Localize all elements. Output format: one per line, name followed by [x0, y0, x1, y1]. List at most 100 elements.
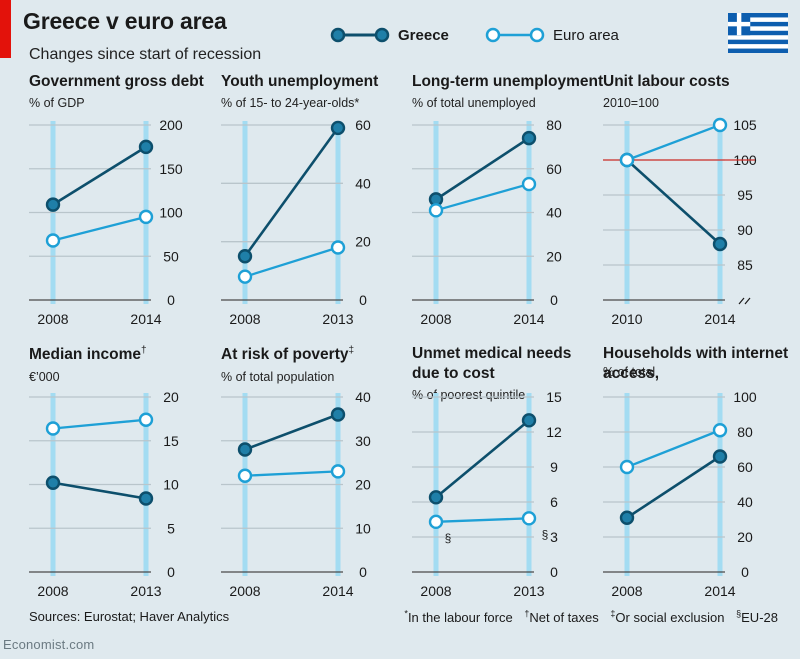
panel-unmet-medical-needs: Unmet medical needs due to cost % of poo… — [412, 345, 592, 607]
y-tick-label: 12 — [546, 424, 562, 440]
footnotes: *In the labour force †Net of taxes ‡Or s… — [396, 609, 778, 625]
plot-area: 0 20 40 60 2008 2013 — [221, 117, 371, 327]
series-line-euro — [52, 215, 147, 242]
y-tick-label: 9 — [550, 459, 558, 475]
series-line-greece — [52, 145, 147, 206]
point-euro-2014 — [138, 209, 154, 225]
point-euro-2008 — [237, 468, 253, 483]
y-tick-label: 60 — [737, 459, 753, 475]
series-line-greece — [52, 481, 147, 500]
point-euro-2013 — [330, 240, 346, 255]
x-tick-label: 2014 — [704, 311, 735, 327]
point-euro-2014 — [712, 423, 728, 438]
y-tick-label: 105 — [733, 117, 757, 133]
footnote-eu28: §EU-28 — [736, 609, 778, 626]
y-tick-label: 85 — [737, 257, 753, 273]
y-tick-label: 10 — [163, 477, 179, 493]
point-greece-2013 — [330, 120, 346, 136]
series-line-greece — [244, 413, 339, 451]
source-note: Sources: Eurostat; Haver Analytics — [29, 609, 230, 624]
y-tick-label: 40 — [737, 494, 753, 510]
point-euro-2008 — [428, 203, 444, 218]
panel-title: At risk of poverty‡ — [221, 345, 355, 364]
legend-euro: Euro area — [485, 24, 619, 46]
panel-title: Youth unemployment — [221, 73, 379, 90]
panel-title-line2: access, % of total — [603, 365, 660, 382]
series-line-euro — [435, 182, 530, 212]
x-tick-label: 2014 — [130, 311, 161, 327]
y-tick-label: 5 — [167, 520, 175, 536]
y-tick-label: 0 — [167, 292, 175, 308]
x-tick-label: 2014 — [513, 311, 544, 327]
panel-title: Long-term unemployment — [412, 73, 604, 90]
y-tick-label: 60 — [355, 117, 371, 133]
point-euro-2008 — [237, 269, 253, 284]
series-line-euro — [244, 246, 339, 278]
greek-flag-icon — [728, 13, 788, 53]
point-greece-2013 — [521, 413, 537, 428]
legend-greece-label: Greece — [398, 26, 449, 44]
y-tick-label: 80 — [546, 117, 562, 133]
y-tick-label: 60 — [546, 161, 562, 177]
chart-subtitle: Changes since start of recession — [29, 46, 262, 63]
point-greece-2008 — [237, 442, 253, 457]
point-euro-2008 — [619, 459, 635, 475]
panel-subtitle: % of poorest quintile — [412, 388, 526, 402]
accent-bar — [0, 0, 11, 58]
x-tick-label: 2014 — [704, 583, 735, 599]
y-tick-label: 0 — [550, 292, 558, 308]
series-line-euro — [435, 517, 530, 523]
panel-subtitle: % of GDP — [29, 96, 85, 110]
y-tick-label: 15 — [163, 433, 179, 449]
panel-government-debt: Government gross debt % of GDP 0 50 100 150… — [29, 73, 209, 335]
chart-title: Greece v euro area — [23, 8, 227, 34]
panel-title: Unit labour costs — [603, 73, 730, 90]
footnote-labour-force: *In the labour force — [404, 609, 513, 626]
y-tick-label: 3 — [550, 529, 558, 545]
y-tick-label: 30 — [355, 433, 371, 449]
panel-median-income: Median income† €’000 0 5 10 15 20 2008 2013 — [29, 345, 209, 607]
plot-area: 0 3 6 9 12 15 2008 2013 § § — [412, 389, 562, 599]
point-euro-2008 — [45, 233, 61, 248]
panel-subtitle: % of 15- to 24-year-olds* — [221, 96, 360, 110]
y-tick-label: 40 — [355, 389, 371, 405]
y-tick-label: 20 — [355, 477, 371, 493]
y-tick-label: 100 — [159, 205, 183, 221]
y-tick-label: 0 — [359, 292, 367, 308]
panel-title: Median income† — [29, 345, 147, 364]
y-tick-label: 20 — [355, 234, 371, 250]
y-tick-label: 0 — [167, 564, 175, 580]
y-tick-label: 50 — [163, 248, 179, 264]
panel-subtitle: % of total unemployed — [412, 96, 536, 110]
panel-subtitle: €’000 — [29, 370, 60, 384]
legend-euro-swatch — [485, 27, 545, 43]
series-line-euro — [626, 123, 721, 162]
x-tick-label: 2008 — [37, 311, 68, 327]
y-tick-label: 15 — [546, 389, 562, 405]
footnote-net-taxes: †Net of taxes — [524, 609, 599, 626]
x-tick-label: 2013 — [130, 583, 161, 599]
footnote-social-exclusion: ‡Or social exclusion — [610, 609, 725, 626]
y-tick-label: 200 — [159, 117, 183, 133]
plot-area: 0 10 20 30 40 2008 2014 — [221, 389, 371, 599]
x-tick-label: 2008 — [229, 311, 260, 327]
panel-subtitle: % of total population — [221, 370, 335, 384]
point-greece-2008 — [237, 249, 253, 264]
point-euro-2014 — [712, 117, 728, 133]
panel-title-line2: due to cost — [412, 365, 495, 382]
point-greece-2008 — [45, 197, 61, 212]
series-line-euro — [244, 470, 339, 477]
point-euro-2008 — [45, 421, 61, 436]
y-tick-label: 150 — [159, 161, 183, 177]
x-tick-label: 2013 — [322, 311, 353, 327]
panel-title: Households with internet — [603, 345, 789, 362]
series-line-greece — [626, 159, 721, 245]
economist-brand: Economist.com — [3, 637, 95, 652]
x-tick-label: 2010 — [611, 311, 642, 327]
point-greece-2014 — [521, 130, 537, 146]
y-tick-label: 80 — [737, 424, 753, 440]
y-tick-label: 20 — [163, 389, 179, 405]
legend-greece: Greece — [330, 24, 449, 46]
panel-internet-access: Households with internet access, % of to… — [603, 345, 788, 607]
